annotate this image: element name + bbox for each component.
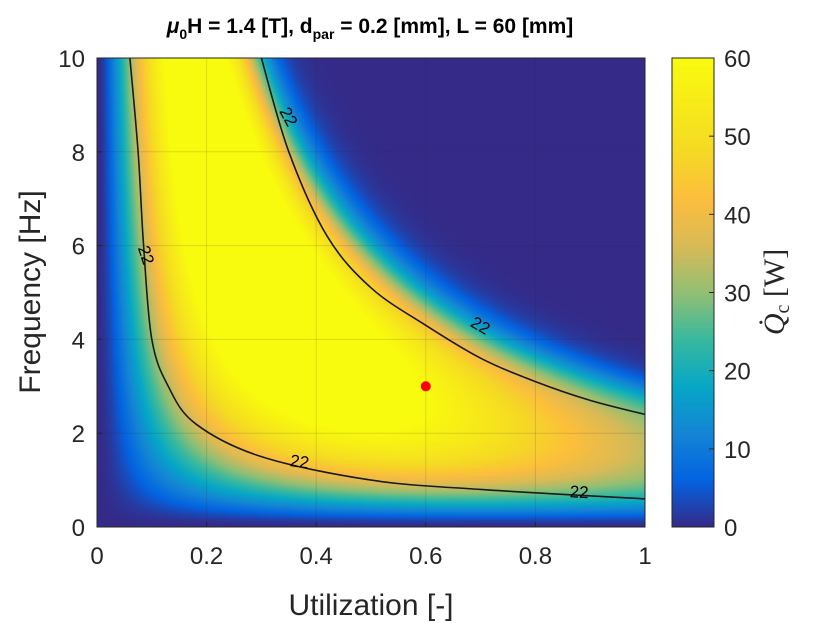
- x-tick-label: 1: [638, 543, 651, 570]
- contour-line-inner: [129, 58, 645, 500]
- chart-title: μ0H = 1.4 [T], dpar = 0.2 [mm], L = 60 […: [166, 15, 574, 42]
- colorbar-tick-label: 20: [724, 359, 751, 386]
- y-tick-label: 10: [58, 46, 85, 73]
- x-tick-label: 0.2: [190, 543, 223, 570]
- colorbar-gradient: [671, 57, 715, 528]
- contour-label: 22: [569, 482, 589, 502]
- contour-label: 22: [134, 243, 158, 267]
- contour-line-outer: [260, 58, 645, 416]
- colorbar-tick-label: 0: [724, 515, 737, 542]
- x-tick-label: 0: [90, 543, 103, 570]
- colorbar-label: Q̇c [W]: [758, 249, 794, 335]
- grid-lines: [97, 58, 645, 527]
- colorbar-tick-label: 50: [724, 124, 751, 151]
- colorbar-tick-label: 40: [724, 202, 751, 229]
- x-tick-label: 0.8: [519, 543, 552, 570]
- markers: [420, 381, 431, 392]
- y-tick-label: 0: [72, 515, 85, 542]
- colorbar-ticks: 0 10 20 30 40 50 60: [709, 46, 751, 542]
- colorbar-tick-label: 30: [724, 281, 751, 308]
- contour-label: 22: [289, 451, 310, 472]
- x-tick-label: 0.4: [300, 543, 333, 570]
- colorbar-tick-label: 10: [724, 437, 751, 464]
- heatmap-surface: [97, 58, 645, 527]
- y-axis-label: Frequency [Hz]: [14, 190, 47, 393]
- y-axis-ticks: 0 2 4 6 8 10: [58, 46, 102, 542]
- x-axis-ticks: 0 0.2 0.4 0.6 0.8 1: [90, 522, 652, 570]
- contour-lines: [129, 58, 645, 500]
- operating-point-marker: [420, 381, 431, 392]
- y-tick-label: 4: [72, 327, 85, 354]
- x-axis-label: Utilization [-]: [288, 589, 453, 622]
- y-tick-label: 2: [72, 421, 85, 448]
- y-tick-label: 6: [72, 234, 85, 261]
- plot-frame: [96, 57, 646, 528]
- x-tick-label: 0.6: [409, 543, 442, 570]
- colorbar: 0 10 20 30 40 50 60 Q̇c [W]: [671, 46, 794, 542]
- y-tick-label: 8: [72, 140, 85, 167]
- colorbar-tick-label: 60: [724, 46, 751, 73]
